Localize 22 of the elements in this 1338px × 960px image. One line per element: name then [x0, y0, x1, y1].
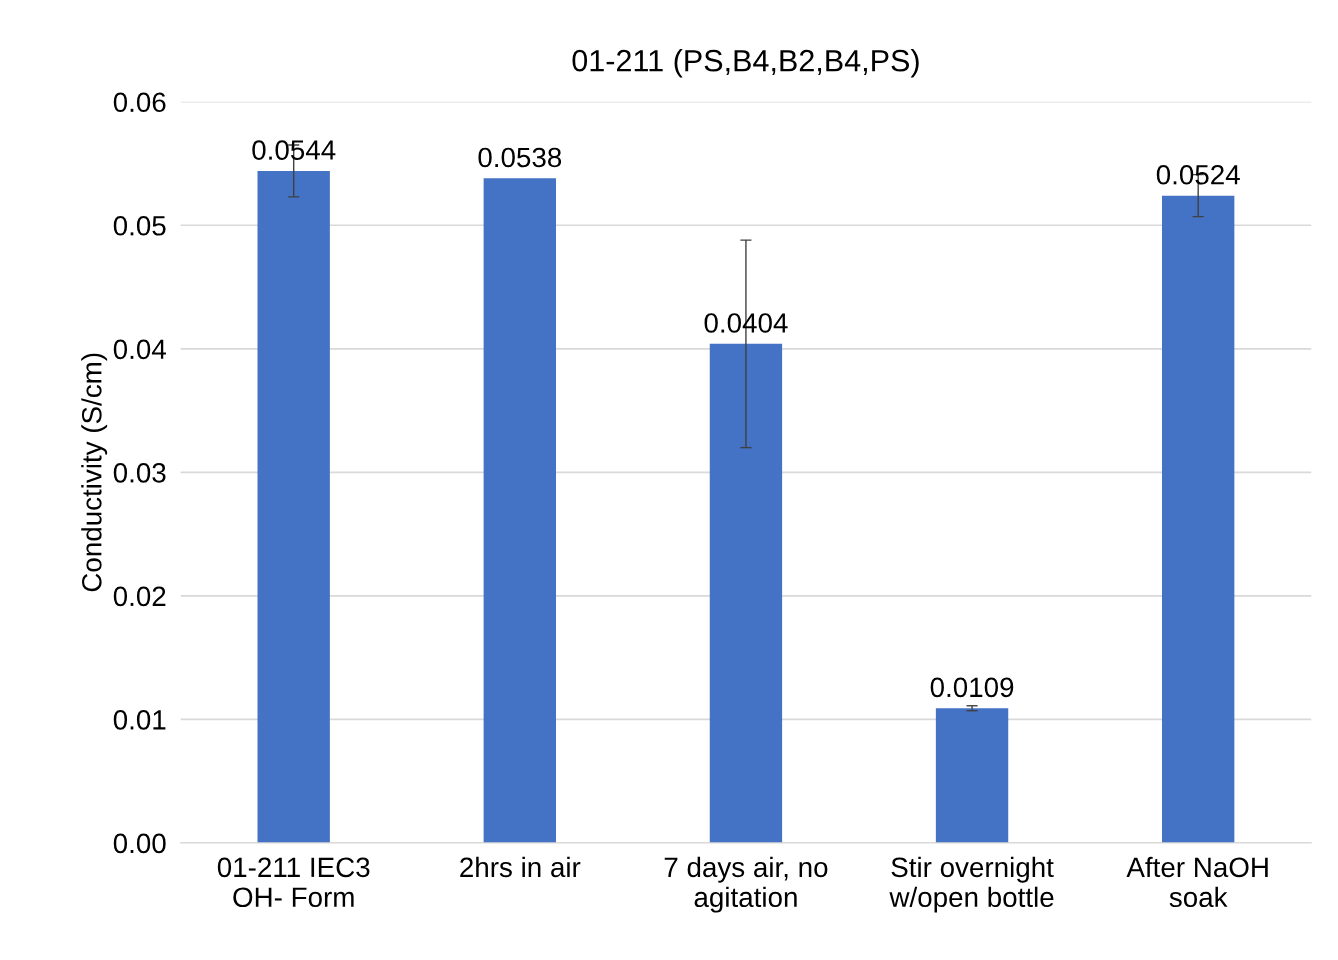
- y-tick-label: 0.00: [113, 833, 166, 854]
- data-label: 0.0109: [930, 677, 1014, 698]
- y-tick-label: 0.06: [113, 92, 166, 113]
- bar: [483, 178, 556, 843]
- y-tick-label: 0.02: [113, 586, 166, 607]
- bar: [709, 343, 783, 843]
- y-tick-label: 0.03: [113, 462, 166, 483]
- y-tick-label: 0.01: [113, 710, 166, 730]
- y-axis-title: Conductivity (S/cm): [81, 353, 108, 592]
- x-tick-label: 2hrs in air: [460, 856, 581, 878]
- bar: [257, 170, 330, 843]
- x-tick-label: After NaOH soak: [1126, 856, 1268, 908]
- y-tick-label: 0.04: [113, 339, 166, 360]
- x-tick-label: 01-211 IEC3 OH- Form: [217, 857, 370, 908]
- x-tick-label: 7 days air, no agitation: [664, 856, 828, 913]
- chart-title: 01-211 (PS,B4,B2,B4,PS): [572, 49, 919, 78]
- data-label: 0.0538: [478, 147, 562, 168]
- y-tick-label: 0.05: [113, 215, 166, 236]
- bar: [935, 708, 1009, 843]
- bar: [1162, 195, 1235, 843]
- x-tick-label: Stir overnight w/open bottle: [889, 856, 1054, 913]
- data-label: 0.0524: [1156, 164, 1240, 185]
